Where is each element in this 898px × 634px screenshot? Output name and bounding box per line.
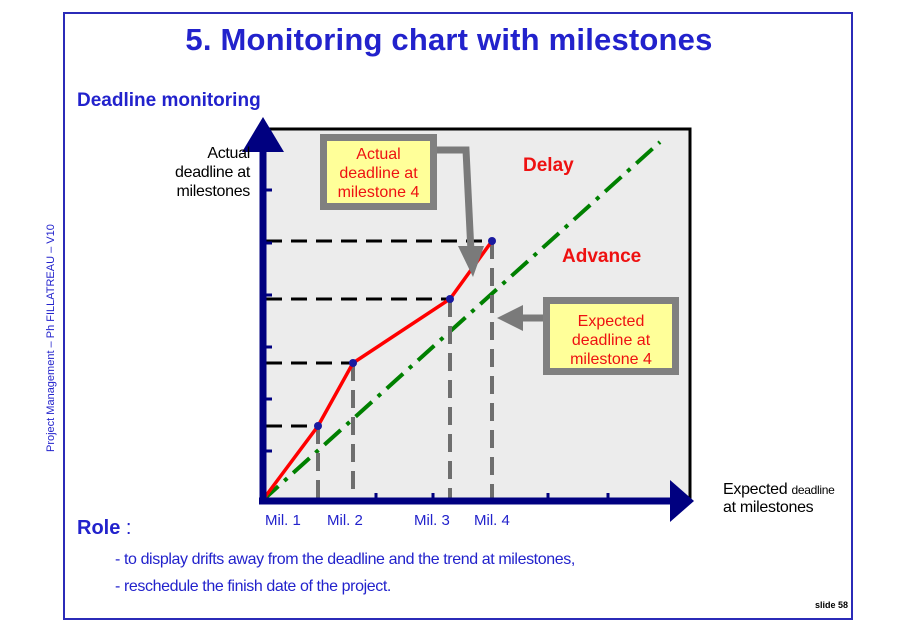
slide-frame	[63, 12, 853, 620]
mil4-point	[488, 237, 496, 245]
mil2-point	[349, 359, 357, 367]
y-axis-arrowhead	[242, 117, 284, 152]
milestone-label-1: Mil. 1	[265, 512, 301, 529]
expected-callout-line1: Expected	[577, 313, 645, 330]
advance-region-label: Advance	[562, 246, 642, 267]
y-axis-title: Actual deadline at milestones	[150, 144, 250, 201]
y-axis-title-line2: deadline at	[175, 164, 250, 181]
role-heading: Role :	[77, 517, 131, 540]
expected-callout-line2: deadline at	[571, 332, 651, 349]
slide-number: slide 58	[814, 600, 848, 610]
role-colon: :	[120, 517, 132, 539]
x-axis-arrowhead	[670, 480, 694, 522]
milestone-label-4: Mil. 4	[474, 512, 510, 529]
milestone-label-3: Mil. 3	[414, 512, 450, 529]
expected-deadline-callout: Expected deadline at milestone 4	[543, 297, 679, 375]
role-label: Role	[77, 517, 121, 539]
x-axis-title-small: deadline	[791, 483, 835, 497]
y-axis-title-line1: Actual	[207, 145, 250, 162]
y-axis-title-line3: milestones	[176, 183, 251, 200]
actual-deadline-callout: Actual deadline at milestone 4	[320, 134, 437, 210]
actual-callout-line2: deadline at	[339, 165, 418, 182]
x-axis-title-line2: at milestones	[723, 499, 814, 516]
actual-callout-line3: milestone 4	[337, 184, 420, 201]
delay-region-label: Delay	[523, 155, 574, 176]
actual-callout-arrow	[437, 146, 475, 253]
expected-callout-line3: milestone 4	[570, 351, 652, 368]
mil1-point	[314, 422, 322, 430]
x-axis-title: Expected deadline at milestones	[723, 481, 835, 516]
role-item-2: - reschedule the finish date of the proj…	[115, 578, 391, 595]
x-axis-title-main: Expected	[723, 481, 788, 498]
section-subtitle: Deadline monitoring	[77, 90, 261, 111]
milestone-label-2: Mil. 2	[327, 512, 363, 529]
slide-title: 5. Monitoring chart with milestones	[185, 22, 713, 57]
actual-callout-line1: Actual	[356, 146, 401, 163]
expected-deadline-line	[260, 140, 662, 503]
mil3-point	[446, 295, 454, 303]
role-item-1: - to display drifts away from the deadli…	[115, 551, 575, 568]
